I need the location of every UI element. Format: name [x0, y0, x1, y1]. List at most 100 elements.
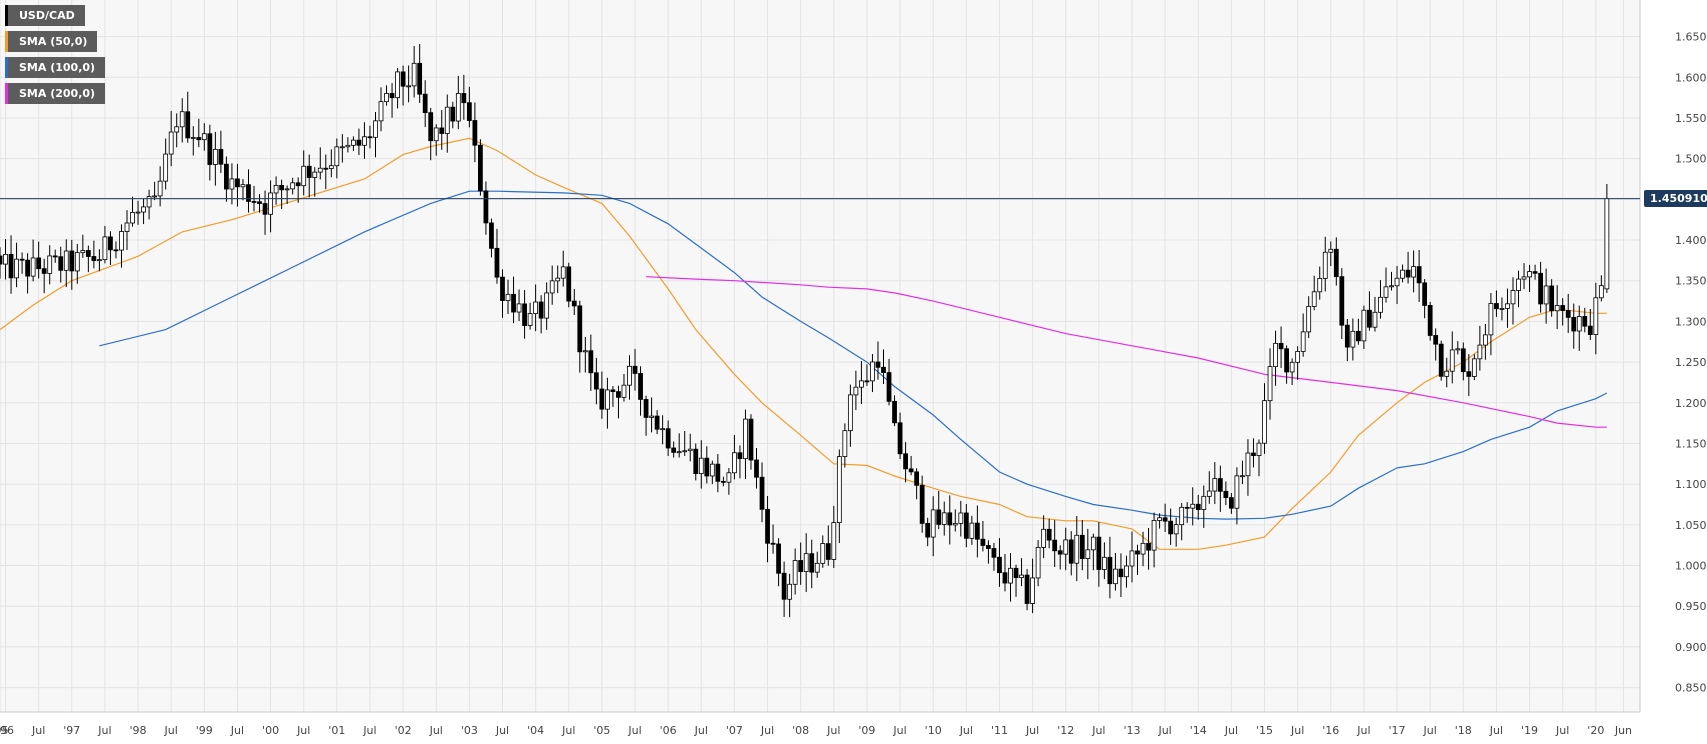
candle-up — [1576, 316, 1582, 332]
x-tick-label: Jul — [892, 724, 906, 737]
candle-down — [113, 249, 119, 252]
candle-up — [1516, 278, 1521, 291]
candle-down — [715, 463, 721, 482]
candle-down — [196, 137, 202, 141]
candle-up — [229, 178, 235, 190]
candle-down — [765, 508, 770, 544]
candle-down — [1168, 520, 1174, 535]
candle-down — [1565, 310, 1571, 318]
plot-background — [0, 0, 1640, 712]
candle-up — [969, 522, 975, 539]
candle-down — [632, 365, 638, 374]
candle-down — [616, 391, 621, 398]
legend-sma-200[interactable]: SMA (200,0) — [5, 83, 106, 104]
x-tick-label: Jul — [1157, 724, 1171, 737]
candle-down — [1135, 550, 1140, 555]
candle-up — [1383, 286, 1389, 298]
candle-up — [3, 254, 8, 265]
candle-down — [417, 62, 423, 95]
candle-up — [1240, 475, 1245, 478]
x-tick-label: '08 — [792, 724, 809, 737]
candle-up — [649, 415, 654, 418]
candle-down — [483, 190, 489, 224]
legend-label: USD/CAD — [19, 9, 75, 22]
candle-up — [842, 430, 848, 457]
x-tick-label: '06 — [660, 724, 677, 737]
candle-down — [577, 305, 583, 353]
candle-up — [1527, 271, 1532, 278]
x-tick-label: Jul — [1555, 724, 1569, 737]
candle-down — [566, 266, 572, 302]
candle-up — [201, 133, 207, 141]
candle-up — [555, 277, 561, 282]
candle-up — [97, 259, 102, 262]
candle-down — [1355, 330, 1361, 342]
candle-up — [190, 137, 196, 139]
candle-up — [544, 292, 550, 319]
x-tick-label: '04 — [527, 724, 544, 737]
candle-down — [0, 255, 3, 265]
candle-down — [1228, 497, 1234, 509]
candle-down — [323, 167, 329, 170]
candle-up — [1212, 478, 1218, 492]
candle-down — [262, 203, 268, 215]
candle-up — [1019, 574, 1024, 579]
candle-up — [803, 553, 809, 572]
candle-down — [798, 560, 804, 572]
candle-up — [732, 452, 737, 474]
candle-up — [1124, 565, 1129, 578]
candle-up — [124, 222, 130, 232]
y-tick-label: 1.2500 — [1675, 356, 1707, 369]
candle-up — [859, 380, 864, 388]
candle-up — [406, 85, 412, 88]
legend-usdcad[interactable]: USD/CAD — [5, 5, 85, 26]
candle-down — [654, 415, 660, 430]
candle-up — [1140, 542, 1146, 555]
y-tick-label: 1.3500 — [1675, 275, 1707, 288]
candle-up — [384, 93, 389, 103]
candle-down — [91, 256, 97, 261]
x-tick-label: '03 — [461, 724, 478, 737]
candle-up — [1300, 331, 1306, 352]
candle-up — [676, 451, 682, 454]
legend-sma-50[interactable]: SMA (50,0) — [5, 31, 98, 52]
candle-up — [179, 111, 185, 128]
candle-up — [1085, 549, 1091, 559]
candle-up — [698, 457, 704, 475]
legend-swatch-sma-100 — [5, 57, 8, 78]
candle-up — [1234, 475, 1240, 509]
candle-up — [1455, 348, 1461, 351]
x-tick-label: Jul — [627, 724, 641, 737]
legend-sma-100[interactable]: SMA (100,0) — [5, 57, 106, 78]
candle-down — [1146, 542, 1151, 551]
x-tick-label: Jul — [1224, 724, 1238, 737]
x-tick-label: Jul — [760, 724, 774, 737]
x-tick-label: Jul — [1290, 724, 1304, 737]
candle-up — [339, 146, 345, 149]
candle-down — [1096, 536, 1102, 570]
candle-up — [836, 456, 842, 524]
candle-up — [1008, 567, 1013, 584]
y-tick-label: 0.8500 — [1675, 682, 1707, 695]
candle-down — [881, 366, 886, 373]
candle-up — [119, 231, 124, 251]
candle-down — [52, 255, 58, 258]
candle-down — [85, 250, 91, 257]
candle-up — [1063, 539, 1069, 555]
candle-down — [720, 480, 726, 483]
candle-down — [246, 184, 251, 202]
candle-up — [1471, 358, 1477, 377]
candle-up — [1113, 568, 1118, 585]
sma-2000-line — [646, 276, 1607, 428]
candle-down — [207, 133, 213, 165]
candle-down — [224, 163, 229, 190]
candle-up — [1488, 303, 1494, 336]
legend-swatch-sma-50 — [5, 31, 8, 52]
x-tick-label: '00 — [262, 724, 279, 737]
x-tick-label: '17 — [1389, 724, 1406, 737]
candle-up — [30, 257, 36, 277]
x-tick-label: Jul — [1356, 724, 1370, 737]
candle-down — [1195, 503, 1201, 511]
candle-down — [997, 556, 1002, 574]
